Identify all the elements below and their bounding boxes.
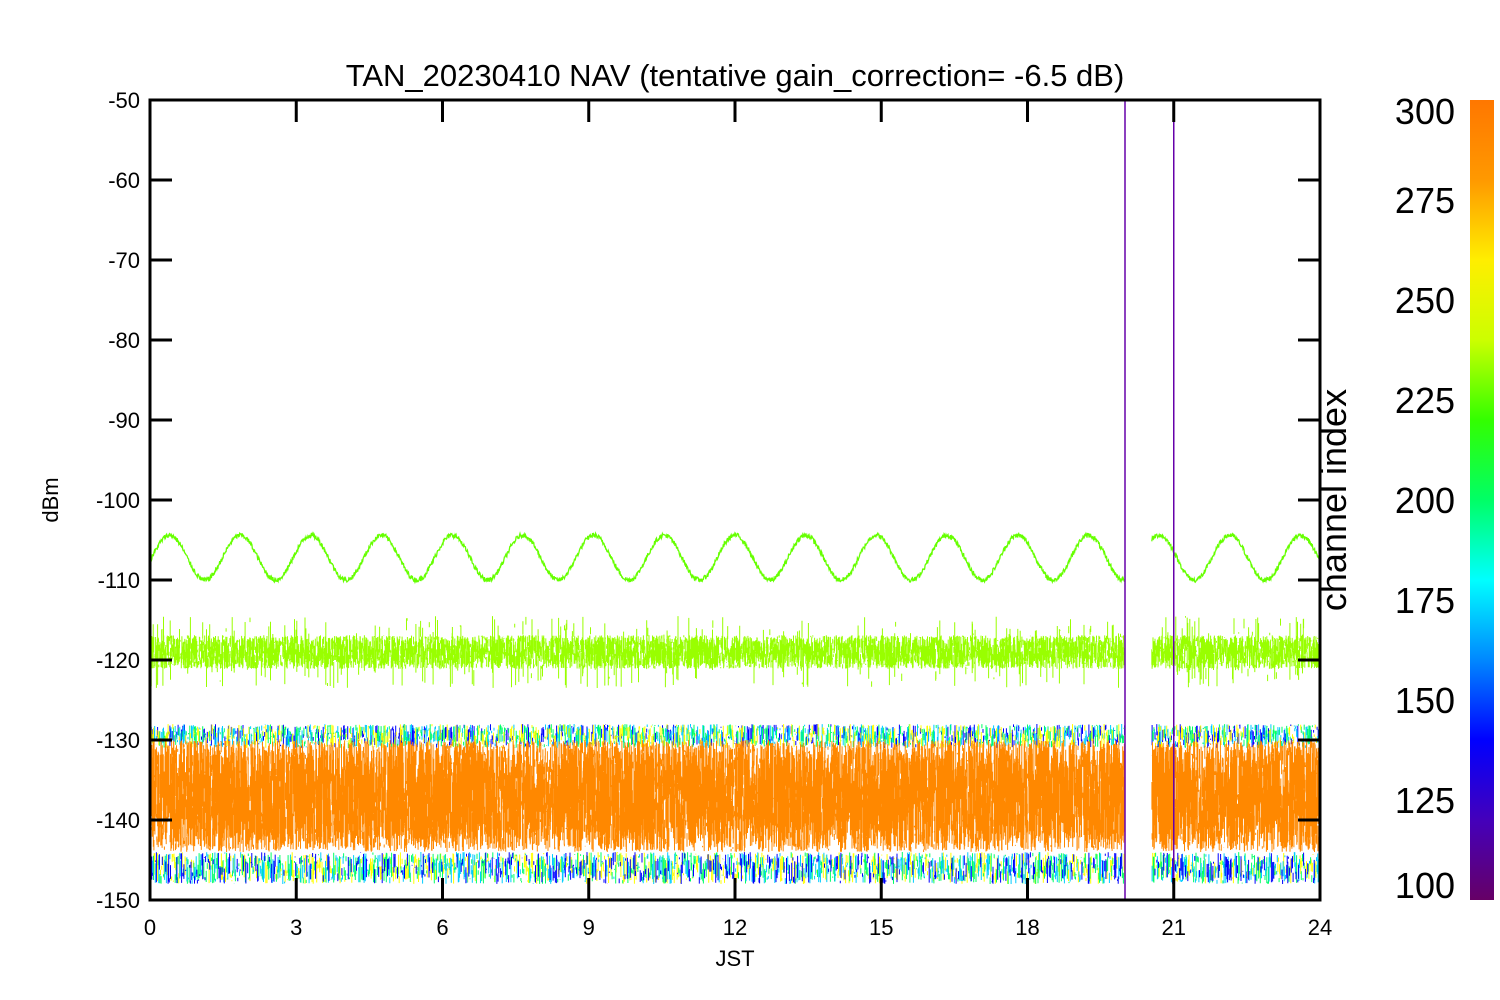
x-tick-label: 9 <box>583 915 595 940</box>
y-tick-label: -60 <box>108 168 140 193</box>
x-tick-label: 15 <box>869 915 893 940</box>
series-noise-main-strokes <box>150 740 1320 852</box>
x-tick-label: 12 <box>723 915 747 940</box>
series-sinusoid <box>150 531 1320 585</box>
colorbar-tick-label: 225 <box>1395 380 1455 421</box>
x-axis-label: JST <box>715 946 754 971</box>
series-noise-main <box>150 740 1320 852</box>
x-tick-label: 21 <box>1162 915 1186 940</box>
colorbar-tick-label: 125 <box>1395 780 1455 821</box>
series-noisy-band <box>150 616 1320 688</box>
colorbar: 100 125 150 175 200 225 250 275 300 <box>1395 91 1494 906</box>
series-noise-upper-strokes <box>150 724 1320 748</box>
y-tick-label: -70 <box>108 248 140 273</box>
colorbar-tick-label: 275 <box>1395 180 1455 221</box>
x-tick-label: 0 <box>144 915 156 940</box>
x-tick-label: 18 <box>1015 915 1039 940</box>
colorbar-tick-label: 150 <box>1395 680 1455 721</box>
chart-title: TAN_20230410 NAV (tentative gain_correct… <box>346 58 1125 93</box>
colorbar-tick-label: 200 <box>1395 480 1455 521</box>
axes: 0 3 6 9 12 15 18 21 24 -50 -60 -70 -80 -90 -100 -110 -12… <box>96 88 1332 940</box>
y-tick-label: -150 <box>96 888 140 913</box>
x-tick-label: 24 <box>1308 915 1332 940</box>
y-tick-label: -130 <box>96 728 140 753</box>
x-tick-label: 6 <box>436 915 448 940</box>
series-noise-upper-strokes <box>153 724 1320 748</box>
y-axis-label: dBm <box>38 477 63 522</box>
colorbar-tick-label: 250 <box>1395 280 1455 321</box>
y-tick-label: -140 <box>96 808 140 833</box>
colorbar-tick-label: 175 <box>1395 580 1455 621</box>
colorbar-tick-label: 300 <box>1395 91 1455 132</box>
colorbar-tick-label: 100 <box>1395 865 1455 906</box>
y-tick-label: -50 <box>108 88 140 113</box>
series-noise-lower-strokes <box>151 852 1315 884</box>
data-layer <box>150 100 1320 900</box>
colorbar-scale <box>1470 100 1494 900</box>
y-tick-label: -100 <box>96 488 140 513</box>
series-noise-lower-strokes <box>150 852 1317 884</box>
y-tick-label: -110 <box>98 568 140 593</box>
sinusoid-line <box>1151 532 1320 584</box>
x-tick-label: 3 <box>290 915 302 940</box>
colorbar-label: channel index <box>1313 389 1354 611</box>
y-tick-label: -90 <box>108 408 140 433</box>
y-tick-label: -80 <box>108 328 140 353</box>
series-noise-upper-strokes <box>150 724 1313 748</box>
series-noise-upper <box>150 724 1320 748</box>
noisy-band-strokes <box>150 616 1320 688</box>
series-noise-lower <box>150 852 1320 884</box>
y-tick-label: -120 <box>96 648 140 673</box>
sinusoid-line <box>150 531 1126 585</box>
